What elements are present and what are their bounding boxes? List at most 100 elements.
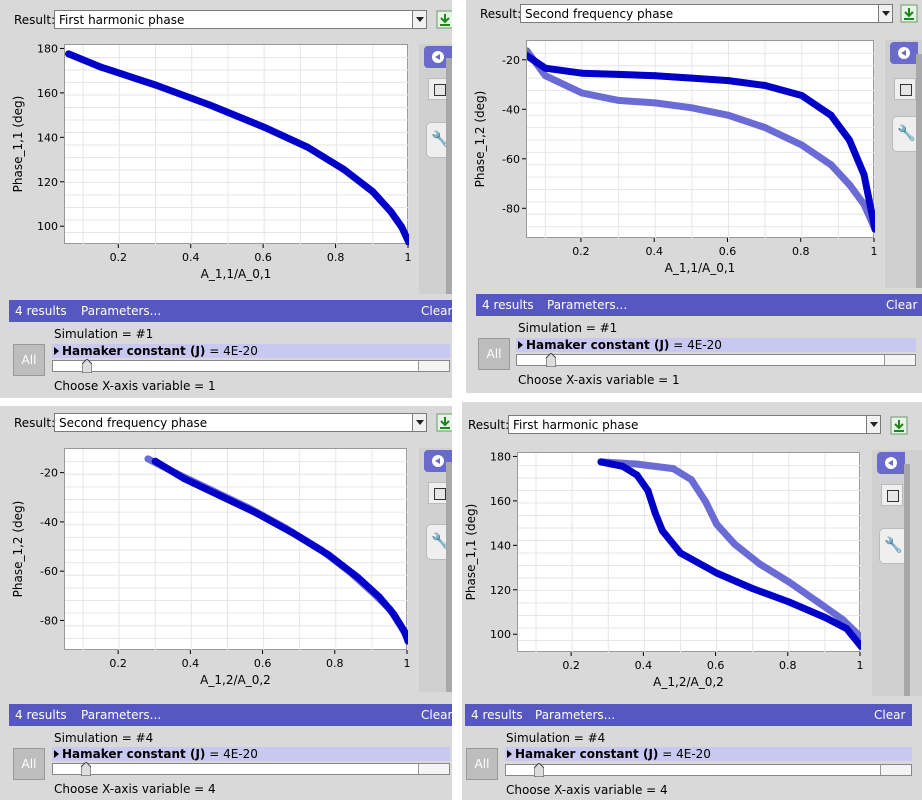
plot-area[interactable] bbox=[64, 448, 408, 651]
data-point bbox=[658, 527, 666, 535]
simulation-slider[interactable] bbox=[516, 354, 916, 366]
data-point bbox=[615, 70, 623, 78]
wrench-icon[interactable]: 🔧 bbox=[892, 116, 918, 152]
collapse-tab-icon[interactable] bbox=[424, 46, 452, 68]
results-count: 4 results bbox=[482, 298, 534, 312]
chevron-down-icon[interactable] bbox=[878, 5, 892, 22]
export-arrow-icon[interactable] bbox=[890, 416, 908, 435]
y-tick-label: -80 bbox=[502, 202, 520, 215]
result-select[interactable]: Second frequency phase bbox=[54, 413, 427, 432]
export-arrow-icon[interactable] bbox=[900, 4, 918, 23]
clear-button[interactable]: Clear bbox=[421, 304, 452, 318]
result-select-value: Second frequency phase bbox=[525, 7, 674, 21]
expand-triangle-icon[interactable] bbox=[518, 341, 523, 349]
simulation-label: Simulation = #1 bbox=[54, 327, 154, 341]
param-name: Hamaker constant (J) bbox=[515, 747, 659, 761]
data-point bbox=[597, 458, 605, 466]
simulation-slider[interactable] bbox=[52, 763, 450, 775]
data-point bbox=[827, 161, 835, 169]
data-point bbox=[713, 520, 721, 528]
param-row[interactable]: Hamaker constant (J) = 4E-20 bbox=[516, 338, 916, 352]
result-label: Result: bbox=[468, 418, 510, 432]
all-button[interactable]: All bbox=[466, 748, 498, 780]
param-name: Hamaker constant (J) bbox=[526, 338, 670, 352]
data-point bbox=[404, 637, 408, 645]
stop-square-icon[interactable] bbox=[881, 484, 903, 506]
export-arrow-icon[interactable] bbox=[436, 413, 452, 432]
chart-plot bbox=[518, 453, 861, 653]
plot-area[interactable] bbox=[526, 40, 875, 239]
result-select[interactable]: First harmonic phase bbox=[508, 415, 881, 434]
all-button[interactable]: All bbox=[478, 338, 510, 370]
y-tick-label: 160 bbox=[37, 87, 58, 100]
data-point bbox=[325, 551, 333, 559]
chevron-down-icon[interactable] bbox=[412, 414, 426, 431]
collapse-tab-icon[interactable] bbox=[424, 450, 452, 472]
data-point bbox=[821, 613, 829, 621]
slider-thumb[interactable] bbox=[534, 763, 544, 777]
parameters-link[interactable]: Parameters... bbox=[81, 708, 162, 722]
collapse-tab-icon[interactable] bbox=[890, 42, 918, 64]
x-axis-title: A_1,2/A_0,2 bbox=[200, 673, 271, 687]
data-point bbox=[756, 560, 764, 568]
panel-top-left: Result: First harmonic phase 0.2 0.4 0.6 0.… bbox=[0, 0, 452, 398]
param-row[interactable]: Hamaker constant (J) = 4E-20 bbox=[52, 344, 450, 358]
simulation-slider[interactable] bbox=[52, 360, 450, 372]
stop-square-icon[interactable] bbox=[894, 78, 916, 100]
expand-triangle-icon[interactable] bbox=[54, 750, 59, 758]
data-point bbox=[676, 549, 684, 557]
y-tick-label: -20 bbox=[502, 54, 520, 67]
export-arrow-icon[interactable] bbox=[436, 10, 452, 29]
chevron-down-icon[interactable] bbox=[412, 11, 426, 28]
y-tick-label: -20 bbox=[40, 467, 58, 480]
x-tick-label: 0.6 bbox=[707, 659, 725, 672]
data-point bbox=[798, 91, 806, 99]
status-bar: 4 results Parameters... Clear bbox=[9, 300, 452, 322]
panel-top-right: Result: Second frequency phase 0.2 0.4 0.6… bbox=[466, 0, 922, 393]
param-row[interactable]: Hamaker constant (J) = 4E-20 bbox=[52, 747, 450, 761]
plot-area[interactable] bbox=[517, 452, 861, 653]
result-select[interactable]: First harmonic phase bbox=[54, 10, 427, 29]
data-point bbox=[687, 476, 695, 484]
all-button[interactable]: All bbox=[13, 344, 45, 376]
param-name: Hamaker constant (J) bbox=[62, 344, 206, 358]
data-point bbox=[702, 498, 710, 506]
expand-triangle-icon[interactable] bbox=[507, 750, 512, 758]
stop-square-icon[interactable] bbox=[428, 482, 450, 504]
data-point bbox=[151, 457, 159, 465]
data-point bbox=[400, 627, 408, 635]
data-point bbox=[390, 610, 398, 618]
data-point bbox=[304, 143, 312, 151]
chevron-down-icon[interactable] bbox=[866, 416, 880, 433]
param-value: = 4E-20 bbox=[209, 747, 258, 761]
slider-thumb[interactable] bbox=[81, 762, 91, 776]
collapse-tab-icon[interactable] bbox=[877, 452, 905, 474]
expand-triangle-icon[interactable] bbox=[54, 347, 59, 355]
xaxis-choice-label: Choose X-axis variable = 1 bbox=[54, 379, 216, 393]
y-tick-label: 100 bbox=[490, 628, 511, 641]
x-tick-label: 0.2 bbox=[110, 251, 128, 264]
scrollbar[interactable] bbox=[446, 462, 452, 692]
param-row[interactable]: Hamaker constant (J) = 4E-20 bbox=[505, 747, 912, 761]
simulation-slider[interactable] bbox=[505, 764, 912, 776]
parameters-link[interactable]: Parameters... bbox=[535, 708, 616, 722]
all-button[interactable]: All bbox=[13, 748, 45, 780]
parameters-link[interactable]: Parameters... bbox=[547, 298, 628, 312]
data-point bbox=[724, 77, 732, 85]
scrollbar[interactable] bbox=[904, 464, 910, 696]
result-select[interactable]: Second frequency phase bbox=[520, 4, 893, 23]
data-point bbox=[97, 63, 105, 71]
parameters-link[interactable]: Parameters... bbox=[81, 304, 162, 318]
clear-button[interactable]: Clear bbox=[421, 708, 452, 722]
scrollbar[interactable] bbox=[916, 54, 922, 288]
wrench-icon[interactable]: 🔧 bbox=[879, 528, 905, 564]
data-point bbox=[860, 200, 868, 208]
clear-button[interactable]: Clear bbox=[886, 298, 918, 312]
clear-button[interactable]: Clear bbox=[874, 708, 906, 722]
slider-thumb[interactable] bbox=[546, 353, 556, 367]
slider-thumb[interactable] bbox=[82, 359, 92, 373]
scrollbar[interactable] bbox=[446, 58, 452, 294]
result-label: Result: bbox=[14, 13, 56, 27]
data-point bbox=[288, 529, 296, 537]
plot-area[interactable] bbox=[64, 44, 409, 245]
